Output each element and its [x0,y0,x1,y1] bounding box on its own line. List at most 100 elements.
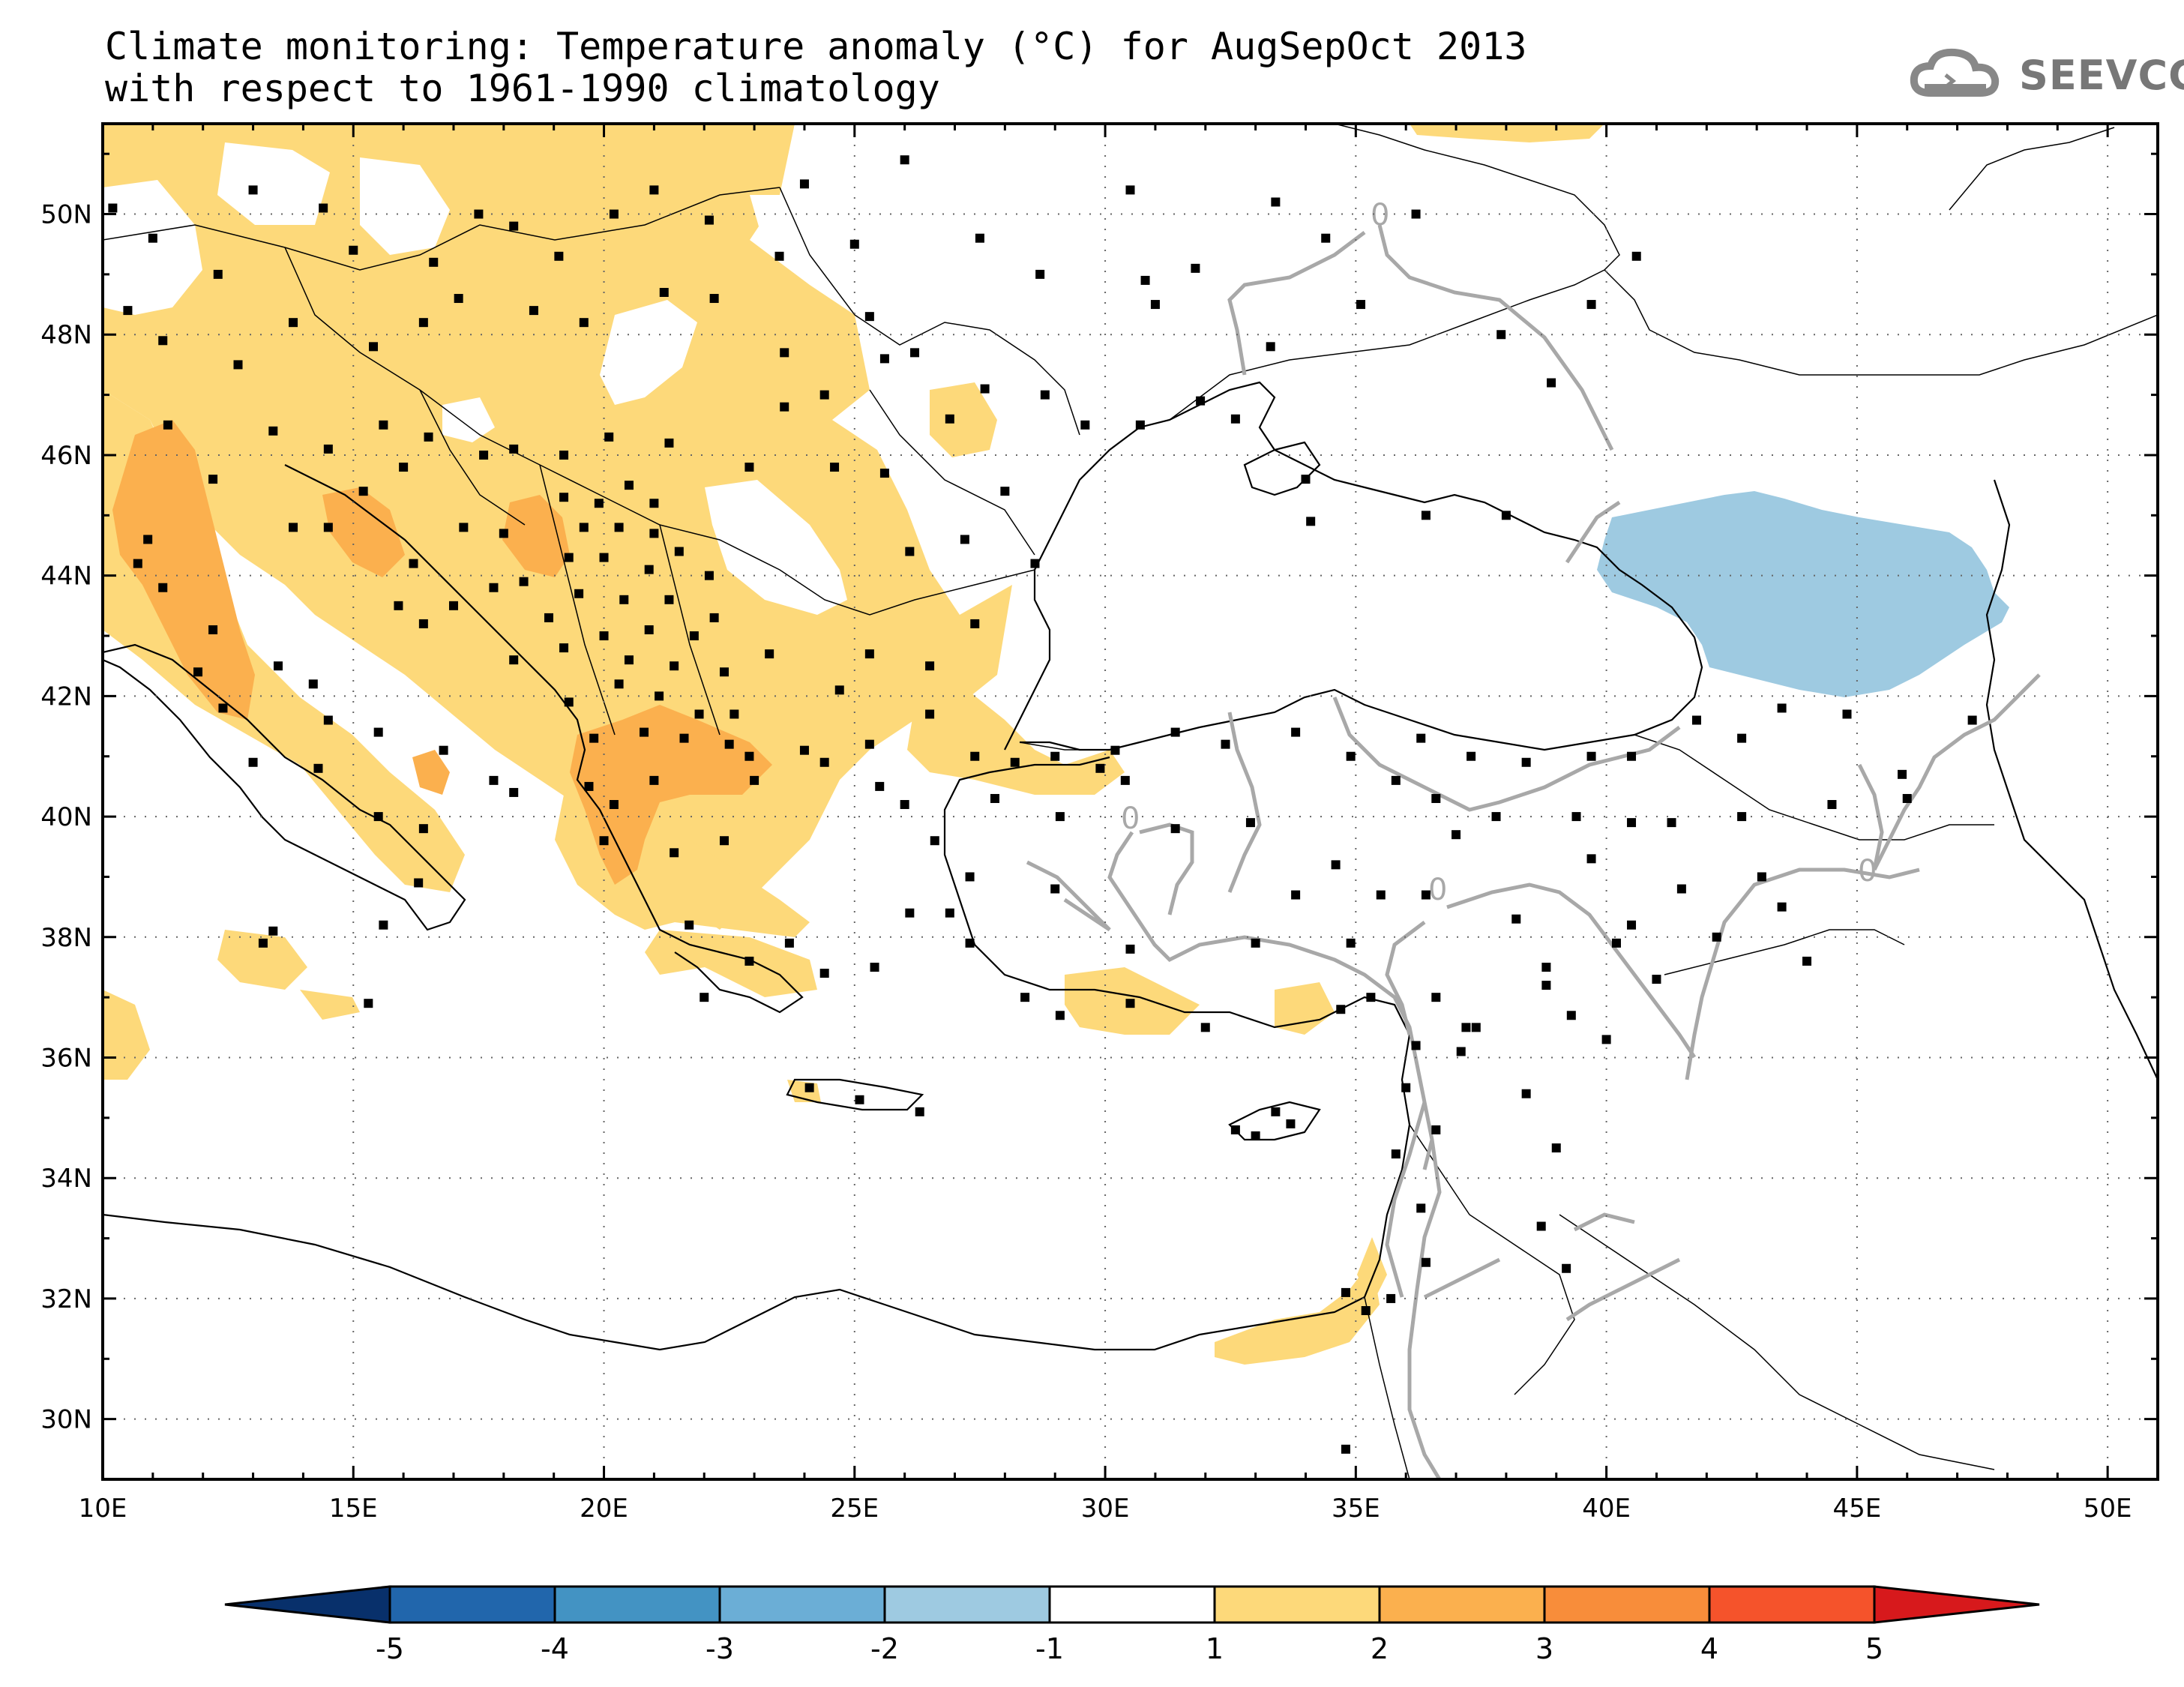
station-marker [1521,757,1531,767]
station-marker [915,1107,924,1116]
station-marker [664,595,674,604]
colorbar-segment [1378,1585,1546,1624]
station-marker [544,613,553,622]
lat-tick-label: 48N [40,320,92,350]
station-marker [905,547,915,556]
lon-tick-label: 15E [329,1494,378,1524]
station-marker [379,920,388,930]
station-marker [1541,962,1551,972]
station-marker [273,661,283,671]
colorbar-segment [883,1585,1051,1624]
station-marker [1191,263,1200,273]
station-marker [1586,751,1596,761]
station-marker [1286,1119,1296,1128]
station-marker [479,450,489,460]
station-marker [644,565,654,574]
station-marker [1496,330,1506,340]
station-marker [624,655,634,665]
station-marker [554,251,564,261]
station-marker [1757,872,1766,882]
station-marker [980,384,990,394]
station-marker [925,661,935,671]
station-marker [1586,300,1596,310]
station-marker [599,631,609,641]
station-marker [830,463,840,472]
lat-tick-label: 42N [40,682,92,712]
station-marker [1627,751,1637,761]
station-marker [670,848,679,858]
colorbar-label: 2 [1371,1632,1389,1665]
lon-tick-label: 35E [1332,1494,1380,1524]
contour-label: 0 [1121,802,1140,836]
station-marker [248,757,258,767]
station-marker [1376,890,1386,900]
lat-tick-label: 40N [40,802,92,832]
station-marker [609,800,619,810]
coastlines [103,381,2158,1351]
contour-label: 0 [1371,198,1389,232]
station-marker [1055,1011,1065,1020]
station-marker [970,751,980,761]
station-marker [970,619,980,628]
colorbar-segment [553,1585,721,1624]
station-marker [855,1095,864,1104]
lat-tick-label: 46N [40,441,92,471]
station-marker [519,577,529,586]
station-marker [1461,1023,1471,1032]
station-marker [208,625,218,634]
station-marker [459,523,469,532]
station-marker [233,360,243,370]
station-marker [1010,757,1020,767]
lat-tick-label: 38N [40,923,92,953]
station-marker [1667,818,1676,828]
station-marker [559,493,569,502]
lat-tick-label: 34N [40,1164,92,1194]
station-marker [614,679,624,689]
station-marker [439,745,448,755]
station-marker [905,908,915,918]
station-marker [1431,793,1441,803]
station-marker [1271,1107,1281,1116]
colorbar-label: -3 [706,1632,734,1665]
colorbar-low-arrow [224,1585,391,1624]
station-marker [373,812,383,822]
station-marker [624,481,634,490]
station-marker [248,185,258,195]
station-marker [1391,775,1401,785]
lat-tick-label: 32N [40,1284,92,1314]
station-marker [559,643,569,653]
station-marker [685,920,694,930]
station-marker [1361,1306,1371,1316]
station-marker [750,775,759,785]
colorbar-label: 4 [1700,1632,1718,1665]
station-marker [323,523,333,532]
contour-labels: 0 0 0 0 [1121,198,1877,907]
station-marker [418,824,428,834]
station-marker [409,559,418,568]
station-marker [744,751,754,761]
station-marker [1547,378,1556,388]
station-marker [965,872,975,882]
station-marker [1230,414,1240,424]
station-marker [990,793,999,803]
station-marker [1511,914,1521,924]
station-marker [313,763,323,773]
lat-tick-label: 50N [40,200,92,230]
station-marker [870,962,879,972]
station-marker [700,993,709,1002]
plot-frame [101,122,2159,1481]
station-marker [910,348,920,358]
station-marker [619,595,629,604]
station-marker [704,571,714,580]
colorbar-segment [718,1585,886,1624]
station-marker [1416,1203,1426,1213]
station-marker [1095,763,1105,773]
station-marker [1251,1131,1260,1140]
station-marker [1452,830,1461,840]
map-plot-area: 0 0 0 0 [103,124,2158,1479]
station-marker [289,523,298,532]
station-marker [1050,751,1060,761]
station-marker [655,691,664,701]
station-marker [418,318,428,328]
